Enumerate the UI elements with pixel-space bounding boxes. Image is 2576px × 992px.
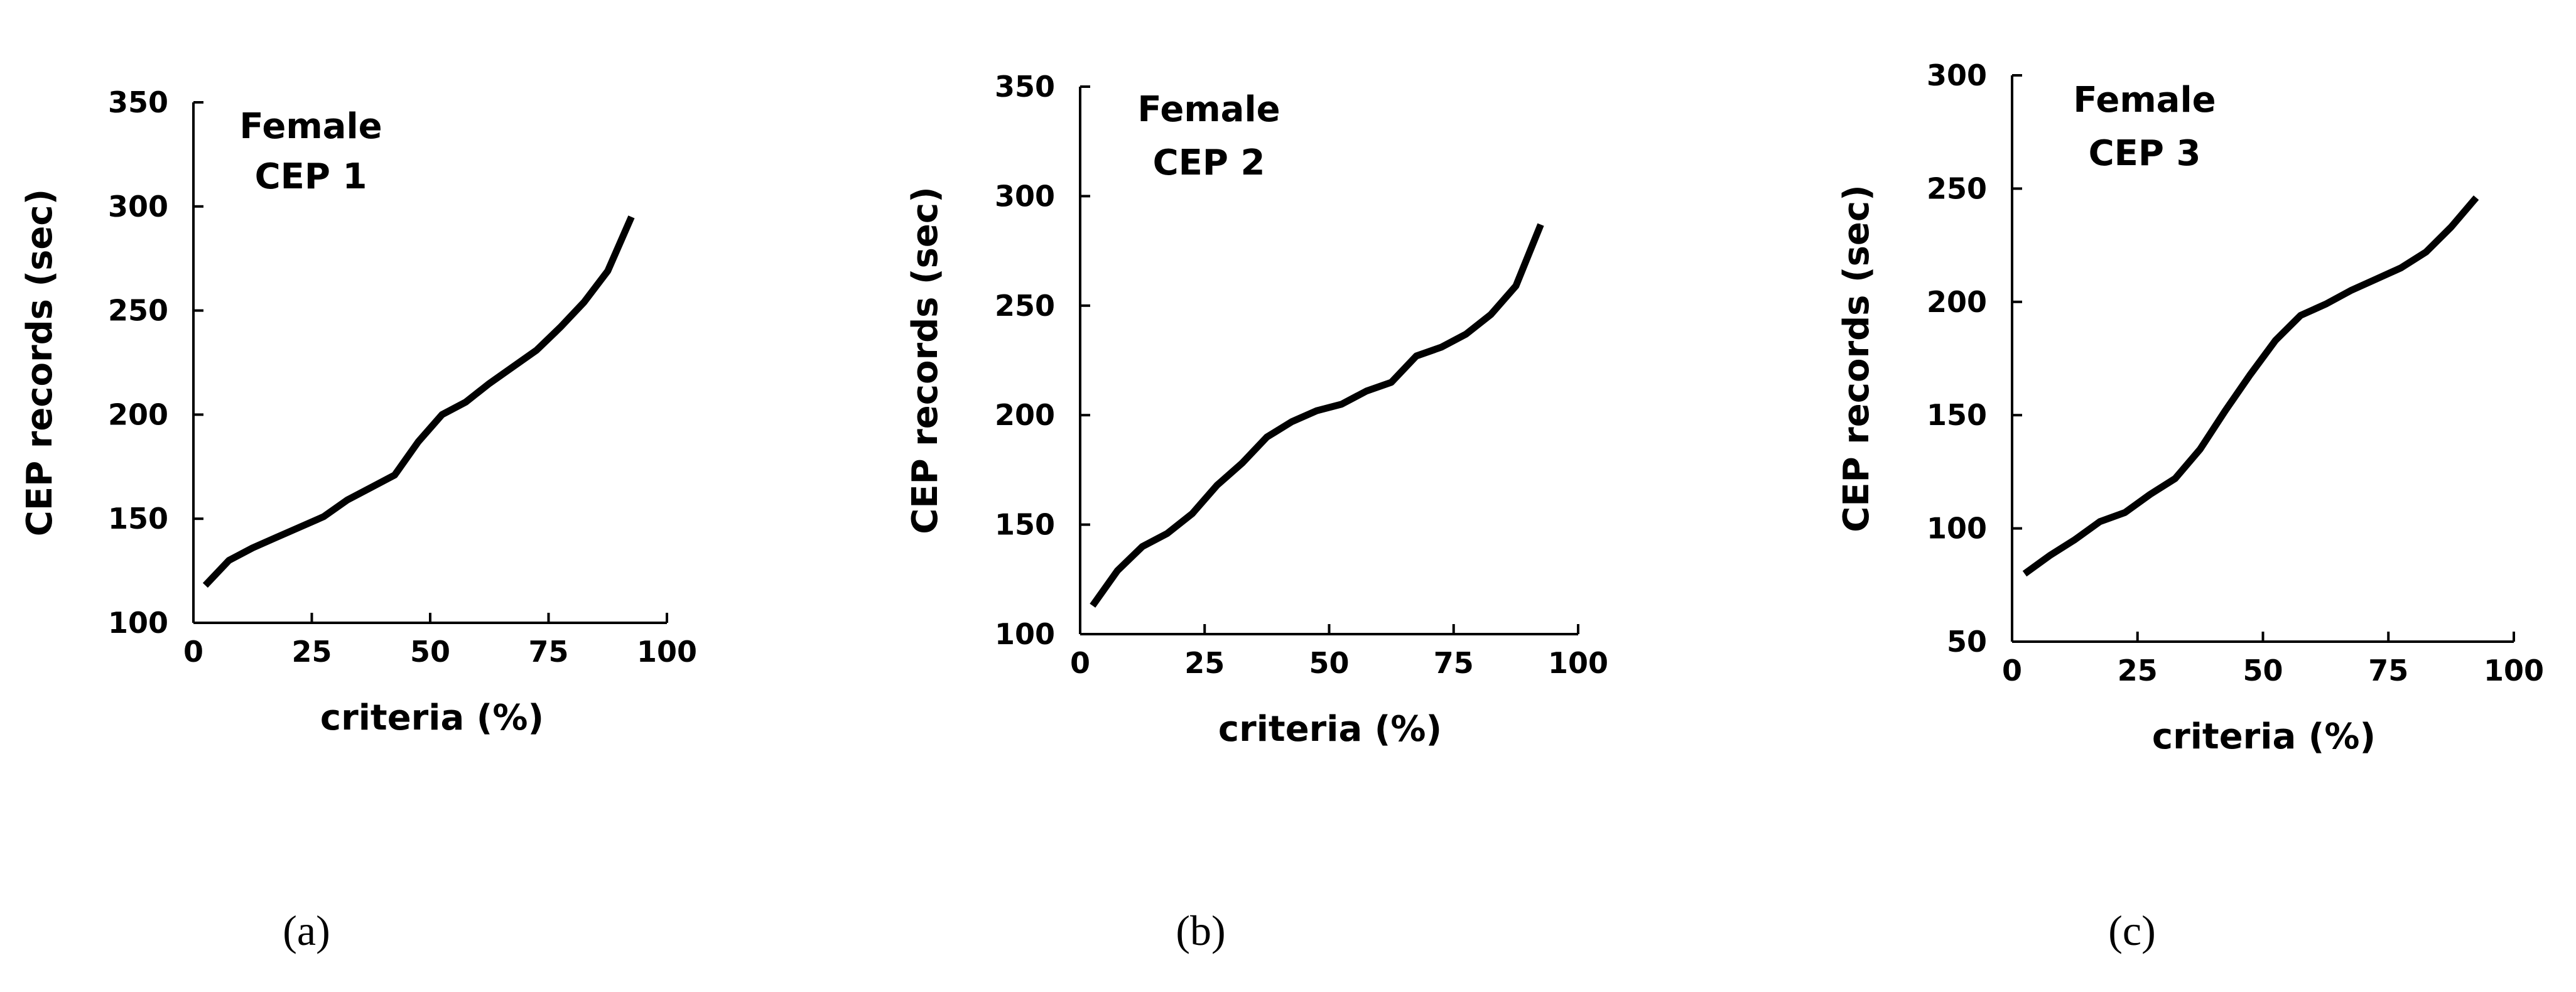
series-line-a-0 [202,215,635,588]
y-tick-label: 250 [108,294,168,328]
x-tick-label: 25 [1184,646,1225,680]
chart-a: 100 150 200 250 300 350 0 25 50 75 100 criteria (%)… [19,85,697,954]
y-tick-label: 50 [1947,625,1987,659]
y-axis-label: CEP records (sec) [905,186,946,534]
x-axis-label: criteria (%) [320,698,544,738]
chart-c: 50 100 150 200 250 300 0 25 50 75 100 criteria (%) C… [1836,58,2544,954]
y-tick-label: 100 [1927,512,1987,546]
x-tick-label: 25 [291,635,332,669]
panel-caption: (a) [283,907,330,954]
x-axis-label: criteria (%) [1218,709,1442,750]
y-axis-label: CEP records (sec) [19,189,60,536]
chart-b: 100 150 200 250 300 350 0 25 50 75 100 criteria (%)… [905,70,1608,954]
annotation-text: CEP 1 [255,156,367,197]
series-line-c-0 [2022,195,2479,577]
annotation-text: Female [2073,80,2216,121]
y-tick-label: 150 [108,502,168,536]
y-axis-label: CEP records (sec) [1836,185,1877,532]
series-line-b-0 [1090,223,1544,608]
x-tick-label: 25 [2118,654,2158,687]
y-tick-label: 100 [108,606,168,640]
y-tick-label: 300 [108,190,168,224]
panel-caption: (b) [1176,907,1225,954]
y-tick-label: 350 [995,70,1055,104]
annotation-text: CEP 3 [2089,133,2201,174]
x-tick-label: 75 [2368,654,2408,687]
y-tick-label: 250 [1927,171,1987,205]
y-tick-label: 300 [995,179,1055,213]
annotation-text: Female [1137,89,1280,130]
x-tick-label: 50 [1309,646,1349,680]
y-tick-label: 300 [1927,58,1987,92]
y-tick-label: 350 [108,85,168,119]
x-tick-label: 0 [2002,654,2022,687]
y-tick-label: 200 [995,398,1055,432]
annotation-text: CEP 2 [1153,143,1265,183]
x-tick-label: 0 [1070,646,1090,680]
y-tick-label: 200 [1927,285,1987,319]
x-tick-label: 50 [2243,654,2283,687]
y-tick-label: 200 [108,397,168,431]
x-tick-label: 50 [410,635,450,669]
y-tick-label: 250 [995,289,1055,323]
x-tick-label: 75 [528,635,568,669]
x-axis-label: criteria (%) [2152,716,2376,757]
x-tick-label: 100 [2484,654,2544,687]
y-tick-label: 100 [995,617,1055,651]
x-tick-label: 0 [183,635,203,669]
x-tick-label: 100 [637,635,697,669]
panel-caption: (c) [2108,907,2155,954]
y-tick-label: 150 [995,508,1055,542]
x-tick-label: 75 [1434,646,1474,680]
y-tick-label: 150 [1927,398,1987,432]
x-tick-label: 100 [1548,646,1608,680]
annotation-text: Female [239,106,382,147]
